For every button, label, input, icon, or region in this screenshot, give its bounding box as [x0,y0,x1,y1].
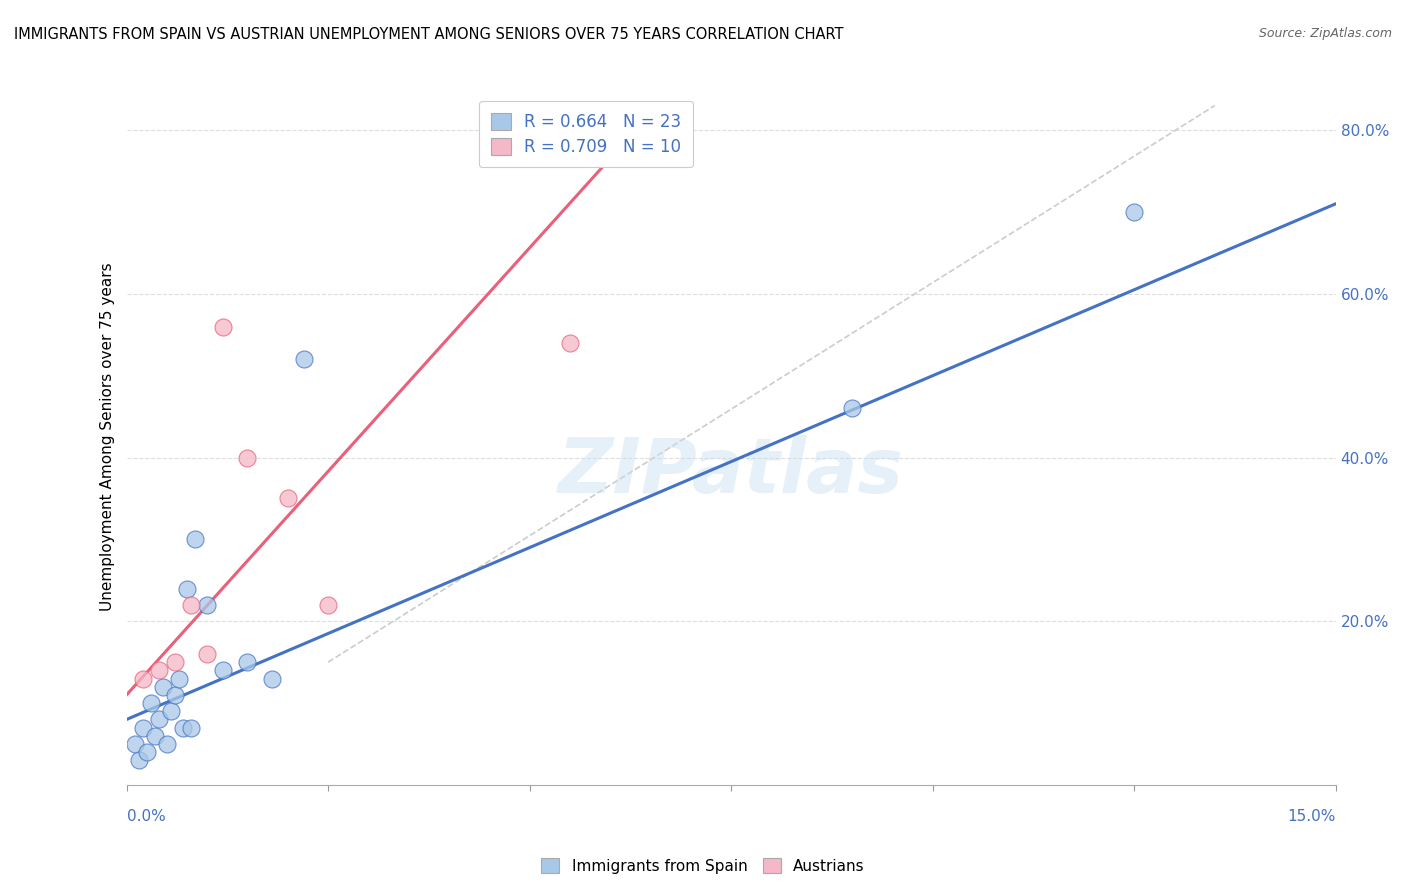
Point [124,737,146,751]
Point [156,737,179,751]
Point [131,721,153,735]
Text: ZIPatlas: ZIPatlas [558,435,904,508]
Point [260,672,283,686]
Point [212,319,235,334]
Point [143,729,166,743]
Text: IMMIGRANTS FROM SPAIN VS AUSTRIAN UNEMPLOYMENT AMONG SENIORS OVER 75 YEARS CORRE: IMMIGRANTS FROM SPAIN VS AUSTRIAN UNEMPL… [14,27,844,42]
Point [148,664,170,678]
Legend: R = 0.664   N = 23, R = 0.709   N = 10: R = 0.664 N = 23, R = 0.709 N = 10 [479,101,693,168]
Point [148,713,170,727]
Legend: Immigrants from Spain, Austrians: Immigrants from Spain, Austrians [536,852,870,880]
Text: Source: ZipAtlas.com: Source: ZipAtlas.com [1258,27,1392,40]
Point [316,598,339,612]
Point [135,745,157,759]
Point [1123,205,1146,219]
Point [292,352,315,367]
Point [163,688,186,702]
Point [176,582,198,596]
Point [131,672,153,686]
Point [277,491,299,506]
Point [167,672,190,686]
Point [180,598,202,612]
Point [212,664,235,678]
Point [236,655,259,669]
Point [139,696,162,710]
Point [172,721,194,735]
Text: 0.0%: 0.0% [127,809,166,823]
Point [128,753,150,767]
Text: 15.0%: 15.0% [1288,809,1336,823]
Point [195,647,218,661]
Point [841,401,863,416]
Point [558,335,581,350]
Point [184,533,207,547]
Y-axis label: Unemployment Among Seniors over 75 years: Unemployment Among Seniors over 75 years [100,263,115,611]
Point [236,450,259,465]
Point [160,704,183,718]
Point [163,655,186,669]
Point [195,598,218,612]
Point [180,721,202,735]
Point [152,680,174,694]
